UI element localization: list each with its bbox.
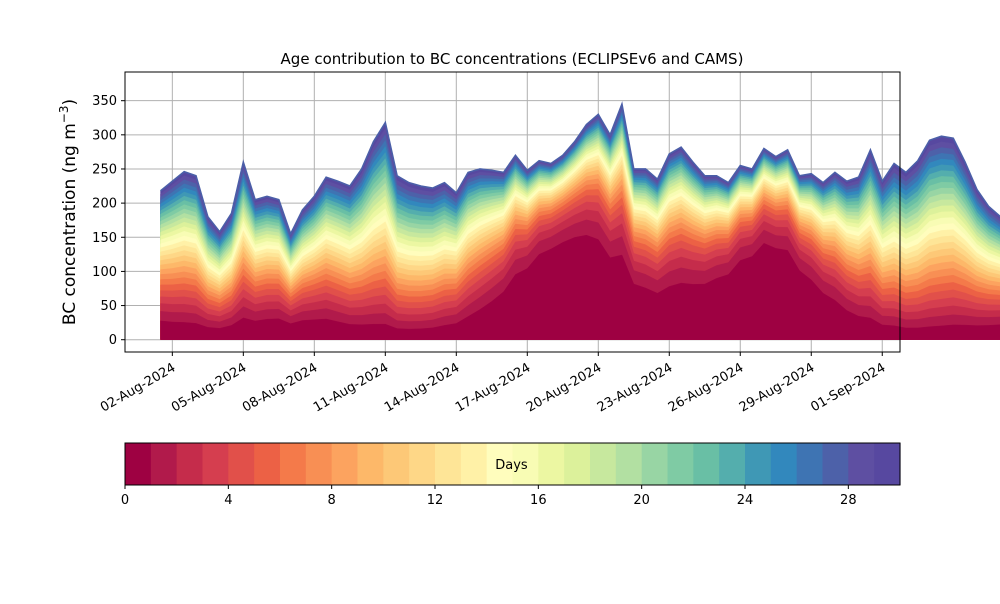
y-tick-label: 100: [92, 265, 117, 280]
colorbar-swatch: [590, 443, 617, 485]
colorbar-swatch: [460, 443, 488, 485]
y-axis-label-close: ): [60, 99, 80, 106]
colorbar-swatch: [176, 443, 204, 485]
colorbar-tick-label: 20: [633, 493, 650, 508]
colorbar-swatch: [125, 443, 152, 485]
y-axis-label-main: BC concentration (ng m: [60, 123, 80, 325]
colorbar-tick-label: 8: [328, 493, 336, 508]
colorbar-swatch: [305, 443, 333, 485]
colorbar-swatch: [486, 443, 514, 485]
colorbar-swatch: [615, 443, 643, 485]
x-axis-ticks: 02-Aug-202405-Aug-202408-Aug-202411-Aug-…: [98, 352, 888, 416]
y-tick-label: 150: [92, 231, 117, 246]
colorbar-tick-label: 16: [530, 493, 547, 508]
colorbar-label: Days: [495, 458, 528, 473]
colorbar-swatch: [745, 443, 772, 485]
colorbar-tick-label: 0: [121, 493, 129, 508]
colorbar-tick-label: 24: [737, 493, 754, 508]
colorbar-swatch: [202, 443, 229, 485]
x-tick-label: 23-Aug-2024: [595, 360, 675, 415]
x-tick-label: 29-Aug-2024: [737, 360, 817, 415]
colorbar-ticks: 0 4 8 12 16 20 24 28: [121, 485, 857, 508]
colorbar-swatch: [512, 443, 539, 485]
plot-frame: [124, 71, 901, 353]
colorbar-swatch: [254, 443, 281, 485]
x-tick-label: 11-Aug-2024: [311, 360, 391, 415]
colorbar-swatch: [383, 443, 410, 485]
y-tick-label: 350: [92, 94, 117, 109]
x-tick-label: 02-Aug-2024: [98, 360, 178, 415]
colorbar-swatch: [409, 443, 436, 485]
x-tick-label: 20-Aug-2024: [524, 360, 604, 415]
colorbar-swatch: [667, 443, 694, 485]
colorbar-swatch: [150, 443, 178, 485]
x-tick-label: 26-Aug-2024: [666, 360, 746, 415]
y-axis-label: BC concentration (ng m−3): [57, 99, 80, 325]
colorbar-swatch: [435, 443, 462, 485]
colorbar-swatch: [719, 443, 746, 485]
colorbar-tick-label: 28: [840, 493, 857, 508]
stacked-areas: [159, 101, 1000, 340]
colorbar-tick-label: 12: [427, 493, 444, 508]
x-tick-label: 05-Aug-2024: [169, 360, 249, 415]
y-tick-label: 200: [92, 197, 117, 212]
x-tick-label: 01-Sep-2024: [808, 360, 888, 415]
colorbar-swatch: [693, 443, 720, 485]
colorbar: [125, 443, 901, 485]
y-axis-ticks: 0 50 100 150 200 250 300 350: [92, 94, 125, 348]
colorbar-swatch: [538, 443, 565, 485]
y-tick-label: 300: [92, 128, 117, 143]
x-tick-label: 08-Aug-2024: [240, 360, 320, 415]
colorbar-swatch: [874, 443, 901, 485]
colorbar-swatch: [357, 443, 384, 485]
y-axis-label-sup: −3: [57, 105, 71, 123]
colorbar-frame: [124, 442, 901, 486]
chart-title: Age contribution to BC concentrations (E…: [281, 50, 744, 68]
age-area-0: [160, 234, 1000, 340]
colorbar-swatch: [280, 443, 307, 485]
colorbar-swatch: [848, 443, 875, 485]
total-outline: [159, 101, 1000, 236]
colorbar-swatch: [564, 443, 591, 485]
y-tick-label: 50: [100, 299, 117, 314]
colorbar-tick-label: 4: [224, 493, 232, 508]
y-tick-label: 250: [92, 162, 117, 177]
colorbar-swatch: [770, 443, 798, 485]
x-tick-label: 14-Aug-2024: [382, 360, 462, 415]
colorbar-swatch: [641, 443, 669, 485]
colorbar-swatch: [331, 443, 359, 485]
colorbar-swatch: [796, 443, 824, 485]
colorbar-swatch: [228, 443, 255, 485]
colorbar-swatch: [822, 443, 849, 485]
x-tick-label: 17-Aug-2024: [453, 360, 533, 415]
y-tick-label: 0: [109, 333, 117, 348]
